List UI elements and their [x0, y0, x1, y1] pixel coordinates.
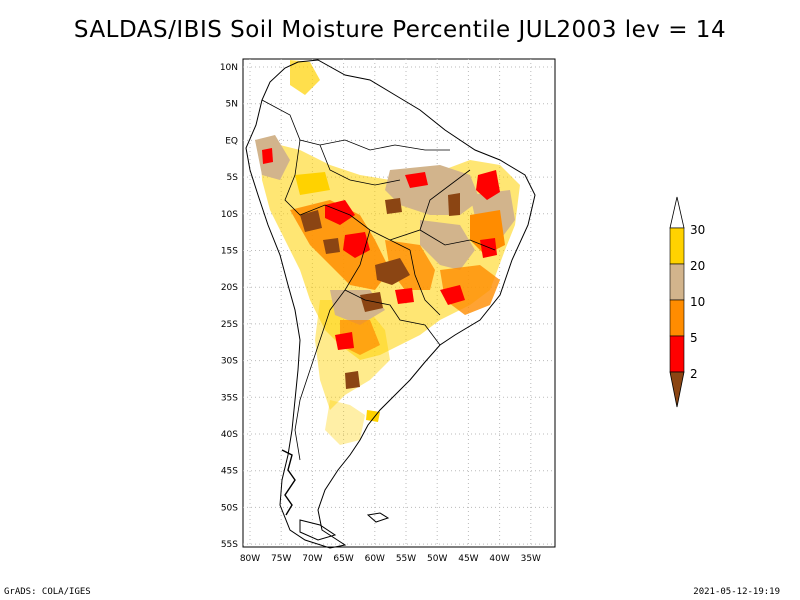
tierra-del-fuego: [299, 519, 337, 541]
patch-yellow-venezuela: [295, 172, 330, 195]
legend-label-10: 10: [690, 295, 705, 309]
lon-label: 50W: [427, 554, 447, 564]
legend-label-5: 5: [690, 331, 698, 345]
color-legend: 30 20 10 5 2: [669, 196, 705, 408]
lat-label: 15S: [221, 247, 238, 257]
patch-tan-central: [420, 220, 475, 270]
patch-red-bolivia: [343, 232, 370, 258]
lon-label: 80W: [240, 554, 260, 564]
moisture-patches: [255, 60, 520, 445]
patch-red-parana: [395, 288, 414, 304]
patch-red-pernambuco: [476, 170, 500, 200]
lon-label: 65W: [333, 554, 353, 564]
legend-band-20-30: [669, 227, 685, 265]
patch-yellow-north: [290, 60, 320, 95]
patch-brown-rondonia: [300, 210, 322, 232]
footer-credit: GrADS: COLA/IGES: [4, 587, 91, 597]
patch-yellow-southern: [366, 410, 380, 422]
map-title: SALDAS/IBIS Soil Moisture Percentile JUL…: [73, 17, 727, 43]
patch-red-bahia: [480, 238, 497, 258]
legend-bottom-triangle: [669, 371, 685, 408]
patch-yellow-patagonia: [325, 400, 365, 445]
lon-label: 35W: [521, 554, 541, 564]
south-america-outline: [245, 59, 536, 549]
legend-label-20: 20: [690, 259, 705, 273]
latitude-labels: 10N 5N EQ 5S 10S 15S 20S 25S 30S 35S 40S 45S 50S 55S: [220, 63, 238, 550]
lat-label: 5S: [227, 173, 239, 183]
lon-label: 55W: [396, 554, 416, 564]
lat-label: 45S: [221, 467, 238, 477]
lat-label: 35S: [221, 393, 238, 403]
legend-label-30: 30: [690, 223, 705, 237]
longitude-labels: 80W 75W 70W 65W 60W 55W 50W 45W 40W 35W: [240, 554, 541, 564]
falklands-island: [366, 512, 390, 523]
patch-brown-paraguay: [360, 292, 383, 312]
lon-label: 75W: [271, 554, 291, 564]
lat-label: EQ: [225, 136, 238, 146]
lat-label: 25S: [221, 320, 238, 330]
footer-timestamp: 2021-05-12-19:19: [693, 587, 780, 597]
lon-label: 70W: [302, 554, 322, 564]
lat-label: 20S: [221, 283, 238, 293]
patch-brown-bolivia: [323, 238, 340, 254]
legend-top-triangle: [669, 196, 685, 229]
patch-brown-tocantins: [448, 193, 460, 216]
patch-red-mato-grosso: [325, 200, 355, 225]
country-borders: [261, 99, 496, 461]
lat-label: 55S: [221, 540, 238, 550]
patch-brown-amazon: [385, 198, 402, 214]
patch-red-central: [405, 172, 428, 188]
patch-red-argentina: [335, 332, 354, 350]
lon-label: 45W: [458, 554, 478, 564]
lat-label: 50S: [221, 503, 238, 513]
patch-red-north: [262, 148, 273, 164]
lat-label: 10S: [221, 210, 238, 220]
legend-label-2: 2: [690, 367, 698, 381]
legend-band-10-20: [669, 263, 685, 301]
patch-red-sao-paulo: [440, 285, 465, 305]
lat-label: 10N: [220, 63, 238, 73]
lat-label: 40S: [221, 430, 238, 440]
lat-label: 5N: [226, 100, 238, 110]
patch-brown-cordoba: [345, 371, 360, 389]
lon-label: 40W: [489, 554, 509, 564]
patch-brown-mato-grosso: [375, 258, 410, 285]
lat-label: 30S: [221, 357, 238, 367]
fragmented-chile-coast: [281, 449, 296, 516]
lon-label: 60W: [365, 554, 385, 564]
legend-band-2-5: [669, 335, 685, 373]
legend-band-5-10: [669, 299, 685, 337]
